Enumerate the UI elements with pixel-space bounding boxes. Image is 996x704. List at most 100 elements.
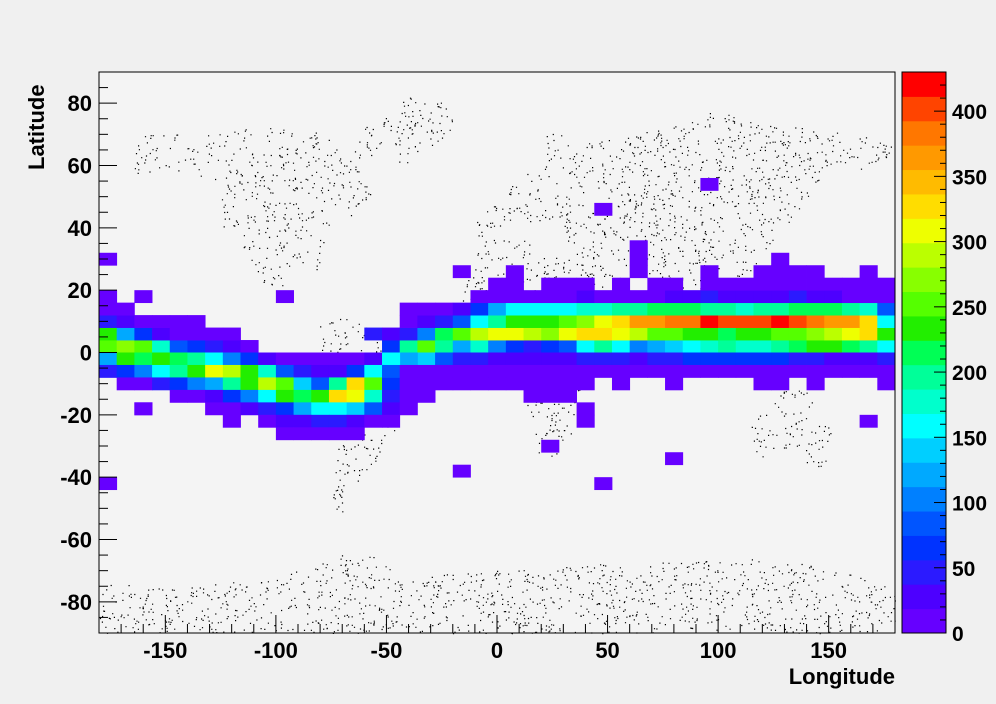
heatmap-cell [877, 340, 896, 353]
heatmap-cell [824, 302, 843, 316]
heatmap-cell [629, 327, 648, 341]
heatmap-cell [417, 377, 436, 391]
heatmap-cell [134, 315, 153, 328]
heatmap-cell [364, 327, 383, 341]
heatmap-cell [877, 290, 896, 304]
heatmap-cell [824, 352, 843, 366]
heatmap-cell [700, 327, 719, 341]
heatmap-cell [576, 277, 595, 291]
heatmap-cell [169, 315, 188, 328]
heatmap-cell [152, 352, 171, 366]
heatmap-cell [558, 277, 577, 291]
heatmap-cell [558, 315, 577, 328]
heatmap-cell [311, 377, 330, 391]
heatmap-cell [169, 389, 188, 403]
x-tick-label: -50 [371, 638, 403, 663]
heatmap-cell [700, 352, 719, 366]
heatmap-cell [488, 302, 507, 316]
heatmap-cell [735, 352, 754, 366]
heatmap-cell [611, 327, 631, 341]
colorbar: 0 50 100 150 200 250 300 350 400 [901, 71, 987, 646]
colorbar-frame [901, 71, 947, 634]
heatmap-cell [364, 414, 383, 428]
colorbar-segment [902, 120, 946, 146]
colorbar-segment [902, 364, 946, 390]
heatmap-cell [841, 290, 861, 304]
heatmap-cell [152, 327, 171, 341]
heatmap-cell [611, 340, 631, 353]
heatmap-cell [346, 352, 365, 366]
heatmap-cell [771, 277, 790, 291]
heatmap-cell [611, 290, 631, 304]
heatmap-cell [647, 302, 666, 316]
heatmap-cell [505, 377, 524, 391]
heatmap-cell [611, 352, 631, 366]
heatmap-cell [576, 364, 595, 378]
heatmap-cell [647, 340, 666, 353]
heatmap-cell [417, 364, 436, 378]
heatmap-cell [735, 290, 754, 304]
colorbar-segment [902, 584, 946, 610]
heatmap-cell [134, 340, 153, 353]
heatmap-cell [523, 302, 542, 316]
x-tick-label: 100 [700, 638, 737, 663]
heatmap-cell [877, 315, 896, 328]
heatmap-cell [523, 340, 542, 353]
heatmap-cell [647, 327, 666, 341]
heatmap-cell [788, 277, 807, 291]
heatmap-cell [116, 302, 135, 316]
x-tick-label: -100 [254, 638, 298, 663]
heatmap-cell [222, 377, 241, 391]
heatmap-cell [806, 364, 825, 378]
heatmap-cell [806, 302, 825, 316]
heatmap-cell [435, 364, 454, 378]
heatmap-cell [382, 414, 401, 428]
heatmap-cell [505, 302, 524, 316]
colorbar-segment [902, 340, 946, 366]
colorbar-segment [902, 96, 946, 122]
heatmap-cell [665, 315, 684, 328]
heatmap-cell [647, 290, 666, 304]
heatmap-cell [806, 327, 825, 341]
colorbar-segment [902, 72, 946, 97]
heatmap-cell [134, 327, 153, 341]
heatmap-cell [665, 452, 684, 466]
heatmap-cell [452, 352, 471, 366]
colorbar-tick-label: 400 [952, 101, 987, 124]
heatmap-cell [841, 352, 861, 366]
heatmap-cell [240, 377, 259, 391]
heatmap-cell [558, 377, 577, 391]
heatmap-cell [841, 315, 861, 328]
heatmap-cell [788, 327, 807, 341]
heatmap-cell [275, 402, 294, 416]
heatmap-cell [771, 327, 790, 341]
heatmap-cell [222, 327, 241, 341]
heatmap-cell [222, 352, 241, 366]
heatmap-cell [665, 327, 684, 341]
heatmap-cell [258, 377, 277, 391]
heatmap-cell [718, 364, 737, 378]
colorbar-tick-label: 0 [952, 623, 964, 646]
heatmap-cell [435, 377, 454, 391]
heatmap-cell [629, 302, 648, 316]
heatmap-cell [753, 340, 772, 353]
heatmap-cell [771, 265, 790, 279]
heatmap-cell [859, 265, 878, 279]
colorbar-segment [902, 437, 946, 463]
colorbar-segment [902, 267, 946, 293]
y-tick-label: 20 [68, 278, 92, 303]
heatmap-cell [594, 340, 613, 353]
heatmap-cell [311, 352, 330, 366]
colorbar-segment [902, 511, 946, 536]
heatmap-cell [647, 315, 666, 328]
heatmap-cell [187, 389, 206, 403]
heatmap-cell [99, 302, 118, 316]
heatmap-cell [222, 389, 241, 403]
heatmap-cell [665, 377, 684, 391]
heatmap-cell [99, 327, 118, 341]
heatmap-cell [275, 352, 294, 366]
heatmap-cell [841, 340, 861, 353]
heatmap-cell [116, 327, 135, 341]
heatmap-cell [824, 340, 843, 353]
